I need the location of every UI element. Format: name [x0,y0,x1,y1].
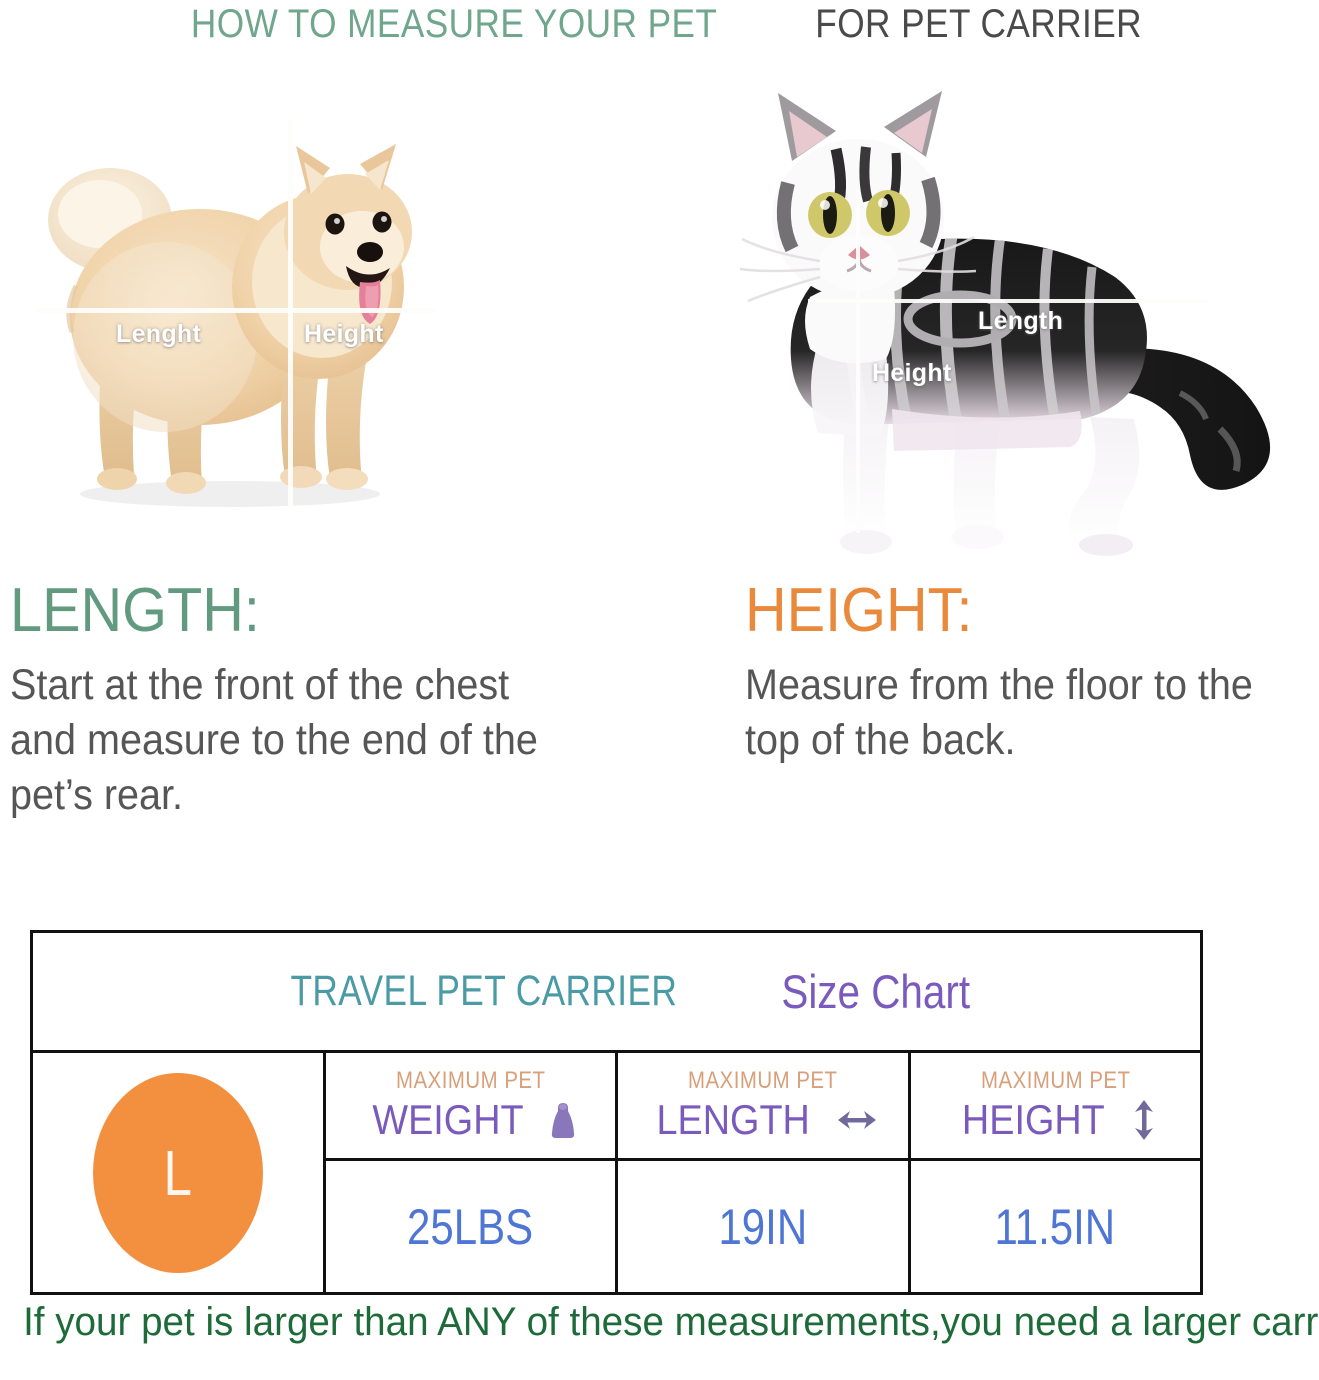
weight-value-cell: 25LBS [322,1158,618,1295]
height-definition-heading: HEIGHT: [745,576,973,645]
weight-icon [550,1101,576,1139]
size-chart-title-right: Size Chart [781,965,970,1018]
height-value: 11.5IN [994,1198,1116,1255]
length-value-cell: 19IN [615,1158,911,1295]
length-header-main: LENGTH [656,1096,810,1143]
height-definition: HEIGHT: Measure from the floor to the to… [745,580,1305,768]
height-header-sup: MAXIMUM PET [980,1067,1131,1094]
pomeranian-dog-icon [48,144,412,507]
length-header-sup: MAXIMUM PET [687,1067,838,1094]
page-title-main: HOW TO MEASURE YOUR PET [190,2,718,46]
size-badge: L [92,1072,263,1273]
dog-illustration: Lenght Height [30,102,450,522]
length-definition-heading: LENGTH: [10,576,260,645]
footnote: If your pet is larger than ANY of these … [23,1300,1319,1344]
cat-height-line [856,189,860,533]
cat-length-line [808,299,1208,303]
length-value: 19IN [718,1198,808,1255]
measurement-definitions: LENGTH: Start at the front of the chest … [0,580,1319,910]
tabby-cat-icon [739,91,1271,556]
weight-header-main: WEIGHT [372,1096,524,1143]
size-badge-label: L [163,1136,192,1209]
page-title-sub: FOR PET CARRIER [815,2,1142,46]
height-value-cell: 11.5IN [907,1158,1203,1295]
vertical-double-arrow-icon [1131,1098,1157,1142]
length-header-cell: MAXIMUM PET LENGTH [615,1050,911,1161]
dog-length-line [36,308,436,313]
size-chart-header-row: L MAXIMUM PET WEIGHT [30,1050,1203,1295]
height-header-main: HEIGHT [961,1096,1105,1143]
weight-header-cell: MAXIMUM PET WEIGHT [322,1050,618,1161]
height-header-cell: MAXIMUM PET HEIGHT [907,1050,1203,1161]
size-chart-title-row: TRAVEL PET CARRIER Size Chart [30,930,1203,1053]
length-definition: LENGTH: Start at the front of the chest … [10,580,630,823]
cat-illustration: Length Height [660,87,1319,557]
size-chart: TRAVEL PET CARRIER Size Chart L MAXIMUM … [30,930,1203,1295]
pet-illustrations: Lenght Height [0,62,1319,562]
dog-height-line [288,120,293,508]
size-badge-cell: L [30,1050,326,1295]
length-definition-body: Start at the front of the chest and meas… [10,661,538,820]
size-chart-value-row: 25LBS 19IN 11.5IN [32,1158,1203,1295]
weight-value: 25LBS [407,1198,534,1255]
size-chart-title-left: TRAVEL PET CARRIER [290,967,678,1015]
size-chart-table: TRAVEL PET CARRIER Size Chart L MAXIMUM … [30,930,1203,1295]
height-definition-body: Measure from the floor to the top of the… [745,661,1253,765]
weight-header-sup: MAXIMUM PET [395,1067,546,1094]
size-chart-title-cell: TRAVEL PET CARRIER Size Chart [30,930,1203,1053]
horizontal-double-arrow-icon [836,1107,878,1133]
page-title: HOW TO MEASURE YOUR PET FOR PET CARRIER [0,2,1319,47]
